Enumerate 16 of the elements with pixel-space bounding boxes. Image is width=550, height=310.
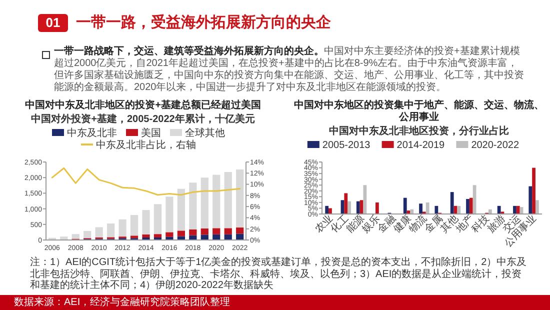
text: 01 xyxy=(38,14,68,32)
chart-subtitle: 中国对外投资+基建，2005-2022年累计，十亿美元 xyxy=(31,113,255,125)
text: 一带一路战略下，交运、建筑等受益海外拓展新方向的央企。 xyxy=(54,46,324,57)
chart-title: 中国对中东及北非地区的投资+基建总额已经超过美国 xyxy=(25,99,261,111)
legend-label: 2014-2019 xyxy=(396,140,446,151)
chart-subtitle: 中国对中东及北非地区投资，分行业占比 xyxy=(329,125,509,137)
legend-label: 中东及北非占比，右轴 xyxy=(96,139,196,151)
text: 一带一路，受益海外拓展新方向的央企 xyxy=(76,13,331,33)
legend-label: 全球其他 xyxy=(185,127,225,139)
chart-title: 中国对中东地区的投资集中于地产、能源、交运、物流、公用事业 xyxy=(294,99,544,123)
source-note: 数据来源：AEI，经济与金融研究院策略团队整理 xyxy=(14,296,230,309)
legend-label: 中东及北非 xyxy=(67,127,117,139)
legend-label: 2020-2022 xyxy=(471,140,520,151)
legend-label: 美国 xyxy=(141,127,161,139)
text: 注：1）AEI的CGIT统计包括大于等于1亿美金的投资或基建订单，投资是总的资本支出，不扣除折旧，2）中东及北非包括沙特、阿联酋、伊朗、伊拉克、卡塔尔、科威特、埃及、以色列；3）AEI的数据是从企业端统计，投资和基建的统计主体不同；4）伊朗2020-2022年数据缺失 xyxy=(30,257,528,292)
legend-label: 2005-2013 xyxy=(322,140,371,151)
